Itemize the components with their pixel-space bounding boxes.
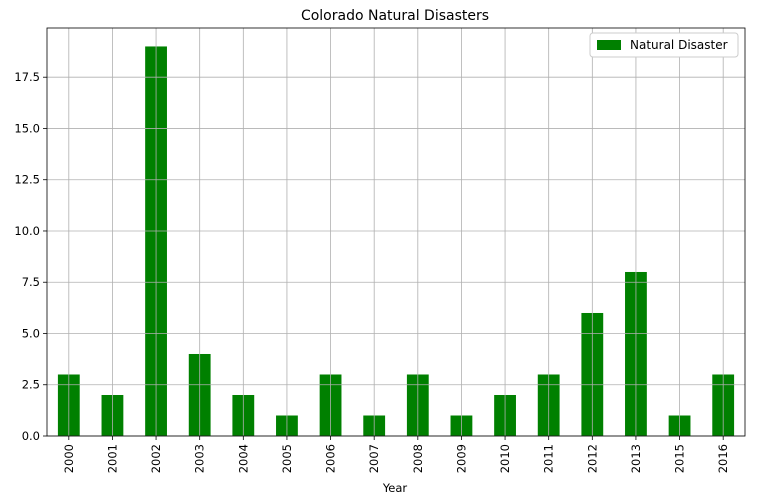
x-tick-label: 2012 [585,444,599,473]
y-tick-label: 17.5 [14,70,40,84]
x-tick-label: 2002 [149,444,163,473]
x-tick-label: 2008 [411,444,425,473]
x-tick-label: 2013 [629,444,643,473]
y-tick-label: 0.0 [22,429,40,443]
x-tick-label: 2011 [542,444,556,473]
x-tick-label: 2004 [236,444,250,473]
y-tick-label: 5.0 [22,326,40,340]
y-axis-ticks: 0.0 2.5 5.0 7.5 10.0 12.5 15.0 17.5 [14,70,47,443]
x-tick-label: 2016 [716,444,730,473]
grid [47,28,745,437]
x-tick-label: 2007 [367,444,381,473]
x-tick-label: 2006 [324,444,338,473]
plot-frame [46,27,746,437]
legend-box [589,32,739,58]
x-tick-label: 2009 [454,444,468,473]
y-tick-label: 15.0 [14,121,40,135]
x-tick-label: 2015 [673,444,687,473]
x-tick-label: 2003 [193,444,207,473]
x-axis-ticks: 2000 2001 2002 2003 2004 2005 2006 2007 2008 2009… [62,436,730,473]
x-tick-label: 2010 [498,444,512,473]
x-tick-label: 2000 [62,444,76,473]
y-tick-label: 12.5 [14,173,40,187]
legend-label: Natural Disaster [630,38,728,52]
y-tick-label: 2.5 [22,378,40,392]
legend: Natural Disaster [589,32,739,58]
y-tick-label: 10.0 [14,224,40,238]
legend-swatch [597,40,621,50]
bars [57,46,735,436]
x-axis-label: Year [382,481,408,495]
chart-title: Colorado Natural Disasters [301,8,489,24]
x-tick-label: 2005 [280,444,294,473]
x-tick-label: 2001 [105,444,119,473]
y-tick-label: 7.5 [22,275,40,289]
